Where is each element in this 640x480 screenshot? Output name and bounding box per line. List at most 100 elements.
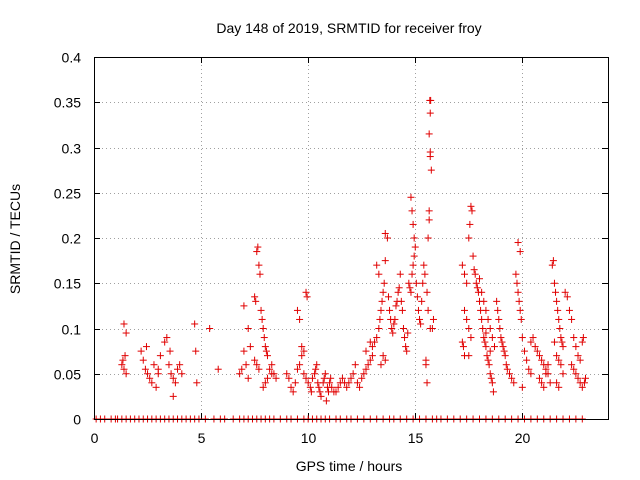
data-point — [402, 343, 410, 351]
data-point — [516, 306, 524, 314]
data-point — [576, 356, 584, 364]
data-point — [429, 315, 437, 323]
data-point — [497, 334, 505, 342]
data-point — [550, 338, 558, 346]
data-point — [468, 207, 476, 215]
data-point — [570, 365, 578, 373]
data-point — [458, 338, 466, 346]
data-point — [410, 252, 418, 260]
data-point — [540, 383, 548, 391]
data-point — [313, 361, 321, 369]
data-point — [508, 374, 516, 382]
data-point — [240, 347, 248, 355]
data-point — [557, 361, 565, 369]
data-point — [527, 338, 535, 346]
data-point — [345, 379, 353, 387]
data-point — [531, 343, 539, 351]
data-point — [307, 388, 315, 396]
data-point — [557, 334, 565, 342]
data-point — [405, 279, 413, 287]
data-point — [418, 297, 426, 305]
data-point — [260, 334, 268, 342]
data-point — [426, 109, 434, 117]
data-point — [565, 306, 573, 314]
data-point — [380, 279, 388, 287]
data-point — [486, 325, 494, 332]
x-axis-label: GPS time / hours — [296, 458, 403, 474]
data-point — [520, 347, 528, 355]
data-point — [263, 352, 271, 360]
data-point — [486, 347, 494, 355]
data-point — [570, 334, 578, 342]
data-point — [378, 297, 386, 305]
data-point — [554, 306, 562, 314]
data-point — [351, 361, 359, 369]
data-point — [510, 379, 518, 387]
data-point — [328, 383, 336, 391]
data-point — [469, 252, 477, 260]
data-point — [291, 379, 299, 387]
data-point — [425, 207, 433, 215]
data-point — [388, 325, 396, 332]
data-point — [373, 334, 381, 342]
data-point — [529, 334, 537, 342]
data-point — [353, 379, 361, 387]
y-tick-labels: 0 0.05 0.1 0.15 0.2 0.25 0.3 0.35 0.4 — [54, 50, 81, 428]
y-axis-label: SRMTID / TECUs — [7, 184, 23, 294]
grid-layer — [94, 57, 608, 419]
data-point — [535, 374, 543, 382]
data-point — [319, 379, 327, 387]
y-tick-label: 0.3 — [62, 141, 82, 157]
data-point — [334, 383, 342, 391]
data-point — [408, 270, 416, 278]
data-point — [381, 229, 389, 237]
data-point — [563, 293, 571, 301]
data-point — [424, 306, 432, 314]
data-point — [121, 352, 129, 360]
data-point — [423, 379, 431, 387]
data-point — [505, 370, 513, 378]
data-point — [289, 388, 297, 396]
data-point — [478, 288, 486, 296]
data-point — [422, 361, 430, 369]
data-point — [480, 297, 488, 305]
data-point — [193, 379, 201, 387]
data-point — [499, 343, 507, 351]
data-point — [549, 257, 557, 265]
data-point — [487, 374, 495, 382]
data-point — [512, 270, 520, 278]
data-point — [489, 388, 497, 396]
data-point — [308, 374, 316, 382]
data-point — [518, 334, 526, 342]
data-point — [513, 279, 521, 287]
data-point — [154, 365, 162, 373]
data-point — [396, 270, 404, 278]
data-point — [283, 370, 291, 378]
data-point — [416, 315, 424, 323]
data-point — [553, 297, 561, 305]
data-point — [482, 343, 490, 351]
data-point — [390, 320, 398, 328]
data-point — [412, 279, 420, 287]
data-point — [401, 334, 409, 342]
data-point — [306, 383, 314, 391]
data-point — [137, 347, 145, 355]
data-point — [389, 329, 397, 337]
data-point — [252, 297, 260, 305]
data-point — [461, 306, 469, 314]
data-point — [236, 370, 244, 378]
data-point — [480, 334, 488, 342]
data-point — [424, 234, 432, 242]
data-point — [503, 365, 511, 373]
data-point — [498, 338, 506, 346]
data-point — [386, 306, 394, 314]
data-point — [538, 356, 546, 364]
data-point — [500, 347, 508, 355]
data-point — [479, 325, 487, 332]
data-point — [120, 365, 128, 373]
data-point — [349, 370, 357, 378]
data-point — [298, 343, 306, 351]
data-point — [327, 374, 335, 382]
data-point — [417, 320, 425, 328]
